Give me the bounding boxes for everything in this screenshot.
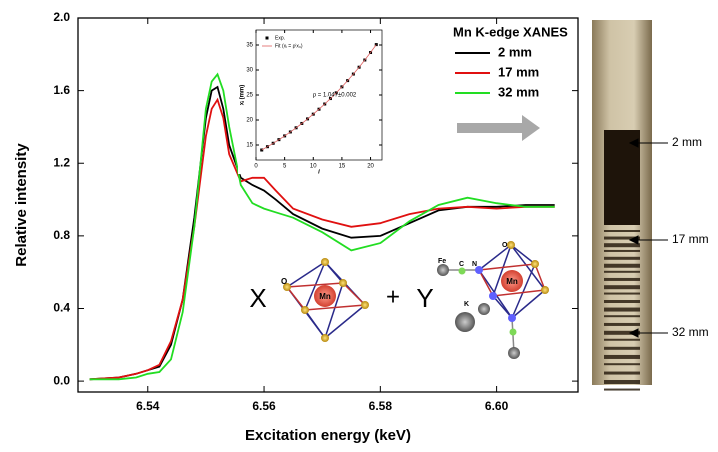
y-tick-label: 15 (246, 143, 253, 149)
atom-label: C (459, 261, 464, 268)
x-tick-label: 6.56 (252, 399, 276, 413)
x-tick-label: 0 (254, 164, 258, 170)
octahedron-x (283, 258, 369, 342)
legend-label: 17 mm (498, 64, 539, 79)
legend-title: Mn K-edge XANES (453, 24, 568, 39)
stripe (604, 230, 640, 232)
main-chart: 0.0 0.4 0.8 1.2 1.6 2.0 6.54 6.56 6.58 6.60 Excita… (13, 10, 579, 444)
stripe (604, 354, 640, 359)
y-tick-label: 2.0 (53, 10, 70, 24)
photo-label: 32 mm (672, 325, 709, 339)
atom-label: O (502, 242, 508, 249)
x-axis-label: Excitation energy (keV) (245, 427, 411, 444)
legend-swatch (265, 36, 269, 40)
inset-chart: 15 20 25 30 35 0 5 10 15 20 i xᵢ (mm) ρ = 1.047±0.00… (238, 26, 388, 176)
legend-label: 32 mm (498, 84, 539, 99)
series-line (89, 72, 555, 381)
stripe (604, 300, 640, 303)
plot-frame (77, 17, 579, 393)
photo-label: 17 mm (672, 232, 709, 246)
pointers (628, 138, 668, 338)
legend-label: Fit (xᵢ = ρⁱx₀) (275, 42, 303, 49)
y-tick-label: 1.6 (53, 83, 70, 97)
stripe (604, 243, 640, 248)
stripe (604, 292, 640, 295)
stripe (604, 338, 640, 341)
stripe (604, 330, 640, 335)
photo-label: 2 mm (672, 135, 702, 149)
legend-label: Exp. (275, 35, 285, 41)
y-tick-label: 20 (246, 118, 253, 124)
stripe (604, 346, 640, 350)
band (604, 130, 640, 225)
photo (592, 20, 652, 391)
series-line (261, 44, 377, 151)
arrow (457, 115, 540, 141)
x-tick-label: 15 (339, 164, 346, 170)
atom-label: Mn (506, 277, 518, 286)
x-tick-label: 20 (367, 164, 374, 170)
stripe (604, 285, 640, 290)
stripe (604, 236, 640, 240)
stripe (604, 307, 640, 312)
x-tick-label: 6.54 (136, 399, 160, 413)
stripe (604, 363, 640, 366)
x-axis-label: i (318, 170, 320, 176)
x-tick-label: 10 (310, 164, 317, 170)
stripe (604, 315, 640, 318)
y-tick-label: 25 (246, 93, 253, 99)
atom-label: Mn (319, 292, 331, 301)
diagram-label: Y (416, 283, 433, 313)
y-tick-label: 35 (246, 43, 253, 49)
series-line (89, 85, 555, 381)
y-axis-label: xᵢ (mm) (240, 85, 246, 106)
stripe (604, 256, 640, 260)
atom-label: Fe (438, 258, 446, 265)
x-tick-label: 6.58 (369, 399, 393, 413)
inset-background (238, 26, 388, 174)
stripe (604, 388, 640, 391)
y-axis-label: Relative intensity (13, 143, 30, 267)
stripe (604, 380, 640, 384)
stripe (604, 263, 640, 268)
stripe (604, 277, 640, 281)
x-tick-label: 6.60 (485, 399, 509, 413)
atom-label: O (281, 277, 287, 286)
legend-label: 2 mm (498, 44, 532, 59)
x-tick-label: 5 (283, 164, 287, 170)
stripe (604, 371, 640, 375)
y-tick-label: 0.4 (53, 301, 70, 315)
stripe (604, 322, 640, 326)
diagram-label: + (386, 283, 400, 310)
stripe (604, 249, 640, 252)
y-tick-label: 0.0 (53, 373, 70, 387)
atom-label: N (472, 261, 477, 268)
diagram-label: X (249, 283, 266, 313)
annotation: ρ = 1.047±0.002 (313, 93, 357, 99)
y-tick-label: 30 (246, 68, 253, 74)
stripe (604, 270, 640, 273)
y-tick-label: 1.2 (53, 155, 70, 169)
atom-label: K (464, 301, 469, 308)
y-tick-label: 0.8 (53, 228, 70, 242)
octahedron-y (437, 241, 549, 359)
